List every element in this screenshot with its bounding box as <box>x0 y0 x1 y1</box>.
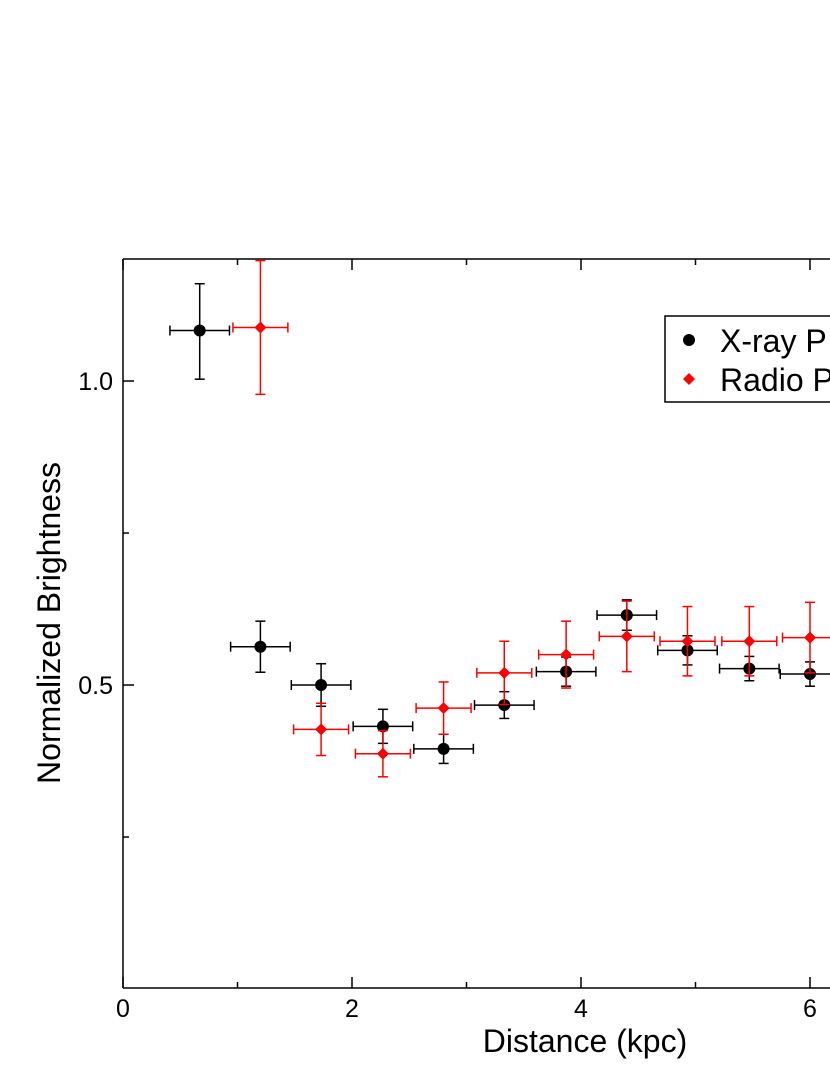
data-point <box>681 635 694 648</box>
data-point <box>315 679 328 691</box>
legend-entry-xray: X-ray P <box>720 323 827 359</box>
data-point <box>315 723 328 736</box>
data-point <box>254 640 267 653</box>
data-point <box>498 666 511 679</box>
data-point <box>437 742 450 755</box>
x-tick-label: 0 <box>116 995 130 1023</box>
legend-marker-xray <box>683 334 695 346</box>
y-tick-label: 1.0 <box>78 368 113 396</box>
data-point <box>804 668 816 681</box>
series-radio <box>232 259 830 778</box>
data-point <box>376 747 389 760</box>
data-point <box>193 324 206 337</box>
data-point <box>620 630 633 643</box>
series-layer <box>169 259 830 778</box>
data-point <box>376 720 389 733</box>
y-tick-label: 0.5 <box>78 672 113 700</box>
x-tick-label: 2 <box>345 995 359 1023</box>
data-point <box>743 635 756 648</box>
data-point <box>560 648 573 661</box>
x-axis-ticks: 0 2 4 6 <box>116 259 817 1023</box>
data-point <box>254 321 267 334</box>
data-point <box>804 631 816 644</box>
legend-entry-radio: Radio P <box>720 362 830 398</box>
x-tick-label: 4 <box>574 995 588 1023</box>
legend: X-ray P Radio P <box>664 315 830 403</box>
y-axis-label: Normalized Brightness <box>31 462 67 784</box>
x-tick-label: 6 <box>803 995 817 1023</box>
data-point <box>437 702 450 715</box>
legend-marker-radio <box>683 373 695 385</box>
legend-box <box>664 315 830 403</box>
y-axis-ticks: 0.5 1.0 <box>78 368 134 838</box>
x-axis-label: Distance (kpc) <box>483 1023 688 1059</box>
